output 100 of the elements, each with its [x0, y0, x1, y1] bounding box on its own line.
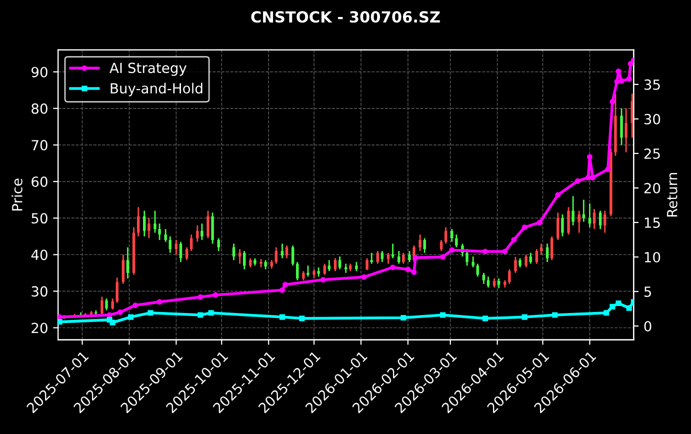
y2-tick-label: 30 — [644, 114, 660, 124]
candlestick — [328, 259, 331, 272]
point — [585, 174, 591, 180]
point — [440, 254, 446, 260]
candlestick — [486, 276, 490, 288]
y2-tick-label: 10 — [644, 252, 660, 262]
point — [58, 319, 62, 325]
point — [320, 276, 326, 283]
y-tick-label: 20 — [32, 322, 48, 334]
candlestick — [285, 244, 288, 259]
y2-tick-label: 0 — [644, 320, 652, 332]
candlestick — [472, 256, 474, 268]
candlestick — [323, 263, 326, 276]
candlestick — [604, 210, 606, 234]
y2-tick-label: 25 — [644, 148, 660, 159]
candlestick — [418, 234, 422, 252]
y2-tick-label: 5 — [644, 286, 651, 297]
candlestick — [546, 242, 549, 263]
candlestick — [334, 258, 337, 272]
point — [411, 269, 417, 275]
candlestick — [588, 202, 592, 228]
y-axis-title: Price — [12, 178, 22, 210]
point — [511, 236, 517, 243]
candlestick — [355, 261, 358, 272]
candlestick — [302, 270, 305, 281]
point — [156, 299, 162, 305]
candlestick — [567, 206, 570, 236]
candlestick — [154, 210, 156, 234]
candlestick — [100, 296, 104, 315]
point — [522, 314, 528, 320]
candlestick — [280, 242, 284, 259]
candlestick — [148, 217, 150, 239]
candlestick — [296, 261, 299, 281]
candlestick — [164, 228, 167, 243]
candlestick — [206, 210, 210, 239]
candlestick — [249, 258, 252, 268]
point — [400, 314, 406, 321]
candlestick — [179, 241, 182, 263]
candlestick — [592, 208, 596, 230]
candlestick — [514, 256, 517, 274]
point — [110, 320, 116, 326]
point — [212, 292, 218, 298]
point — [552, 312, 558, 318]
candlestick — [196, 224, 199, 243]
point — [618, 78, 624, 84]
candlestick — [126, 246, 130, 280]
point — [412, 254, 418, 260]
candlestick — [535, 248, 538, 264]
candlestick — [391, 242, 394, 259]
candlestick — [423, 237, 426, 254]
point — [299, 316, 305, 322]
point — [628, 60, 634, 66]
y-tick-label: 30 — [32, 286, 48, 297]
point — [586, 154, 592, 160]
point — [279, 287, 286, 293]
y-tick-label: 90 — [32, 66, 48, 78]
candlestick — [466, 248, 468, 266]
candlestick — [524, 254, 528, 268]
candlestick — [620, 108, 623, 146]
legend-label: Buy-and-Hold — [110, 82, 202, 96]
candlestick — [291, 244, 294, 266]
point — [279, 314, 286, 320]
y2-tick-label: 35 — [644, 79, 660, 90]
candlestick — [598, 210, 602, 230]
point — [626, 76, 632, 82]
candlestick — [572, 195, 574, 226]
point — [616, 300, 622, 306]
point — [536, 220, 543, 226]
point — [148, 310, 154, 316]
y-tick-label: 40 — [31, 250, 48, 260]
legend-label: AI Strategy — [110, 62, 187, 76]
candlestick — [476, 263, 479, 278]
candlestick — [143, 210, 146, 238]
point — [361, 274, 367, 280]
point — [198, 312, 204, 318]
candlestick — [211, 212, 214, 244]
candlestick — [344, 263, 348, 274]
y2-tick-label: 20 — [644, 182, 660, 194]
candlestick — [518, 258, 522, 268]
point — [198, 294, 204, 300]
point — [610, 304, 616, 310]
candlestick — [317, 266, 320, 278]
y2-tick-label: 15 — [644, 218, 660, 228]
point — [449, 247, 455, 253]
candlestick — [312, 268, 316, 280]
candlestick — [386, 252, 390, 264]
candlestick — [561, 214, 564, 238]
candlestick — [274, 246, 278, 264]
point — [555, 192, 561, 198]
point — [282, 282, 288, 288]
candlestick — [111, 298, 114, 310]
point — [502, 248, 508, 254]
point — [132, 302, 138, 308]
point — [604, 310, 610, 316]
point — [117, 309, 123, 315]
point — [614, 78, 620, 84]
candlestick — [550, 236, 554, 261]
candlestick — [200, 222, 204, 241]
candlestick — [624, 108, 628, 153]
candlestick — [455, 234, 458, 248]
